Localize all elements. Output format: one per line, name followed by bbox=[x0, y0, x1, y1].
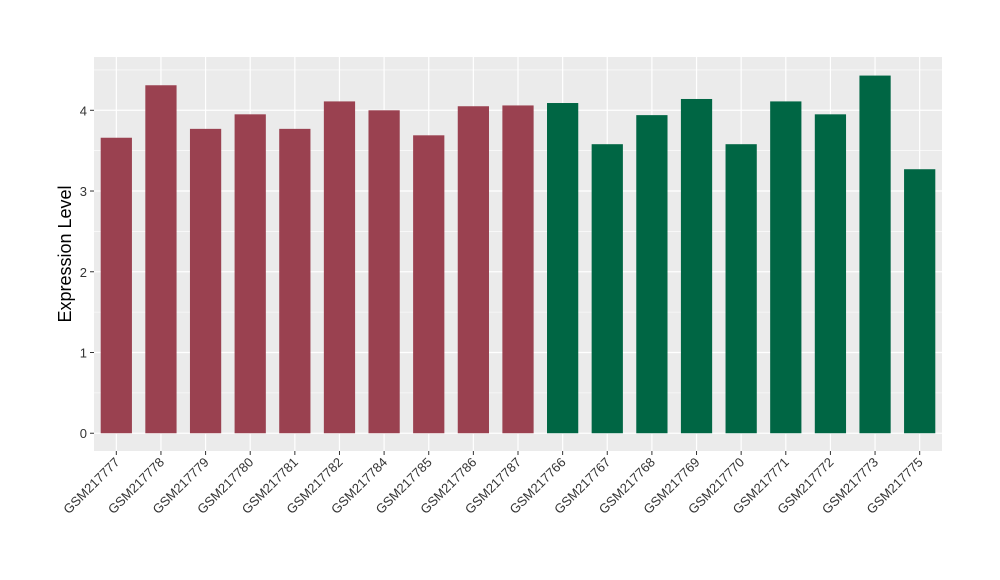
bar-GSM217768 bbox=[636, 115, 668, 434]
y-tick-label: 1 bbox=[80, 346, 87, 361]
bar-GSM217770 bbox=[725, 144, 757, 434]
bar-GSM217773 bbox=[859, 75, 891, 434]
y-axis-label: Expression Level bbox=[55, 185, 75, 322]
bar-GSM217785 bbox=[413, 135, 445, 434]
bar-GSM217787 bbox=[502, 105, 534, 434]
y-tick-label: 0 bbox=[80, 426, 87, 441]
bar-GSM217775 bbox=[904, 169, 936, 434]
bar-GSM217779 bbox=[189, 128, 222, 434]
bar-GSM217786 bbox=[457, 106, 489, 434]
y-tick-label: 4 bbox=[80, 103, 87, 118]
bar-GSM217780 bbox=[234, 114, 266, 434]
bar-GSM217767 bbox=[591, 144, 623, 434]
bar-GSM217782 bbox=[323, 101, 356, 434]
bar-GSM217771 bbox=[770, 101, 802, 434]
bar-GSM217766 bbox=[547, 103, 579, 434]
bar-GSM217778 bbox=[145, 85, 177, 434]
bar-GSM217781 bbox=[279, 128, 311, 434]
bar-GSM217784 bbox=[368, 110, 400, 434]
bar-GSM217777 bbox=[100, 137, 132, 434]
y-tick-label: 2 bbox=[80, 265, 87, 280]
y-tick-label: 3 bbox=[80, 184, 87, 199]
bar-GSM217769 bbox=[680, 98, 713, 434]
bar-GSM217772 bbox=[814, 114, 847, 434]
